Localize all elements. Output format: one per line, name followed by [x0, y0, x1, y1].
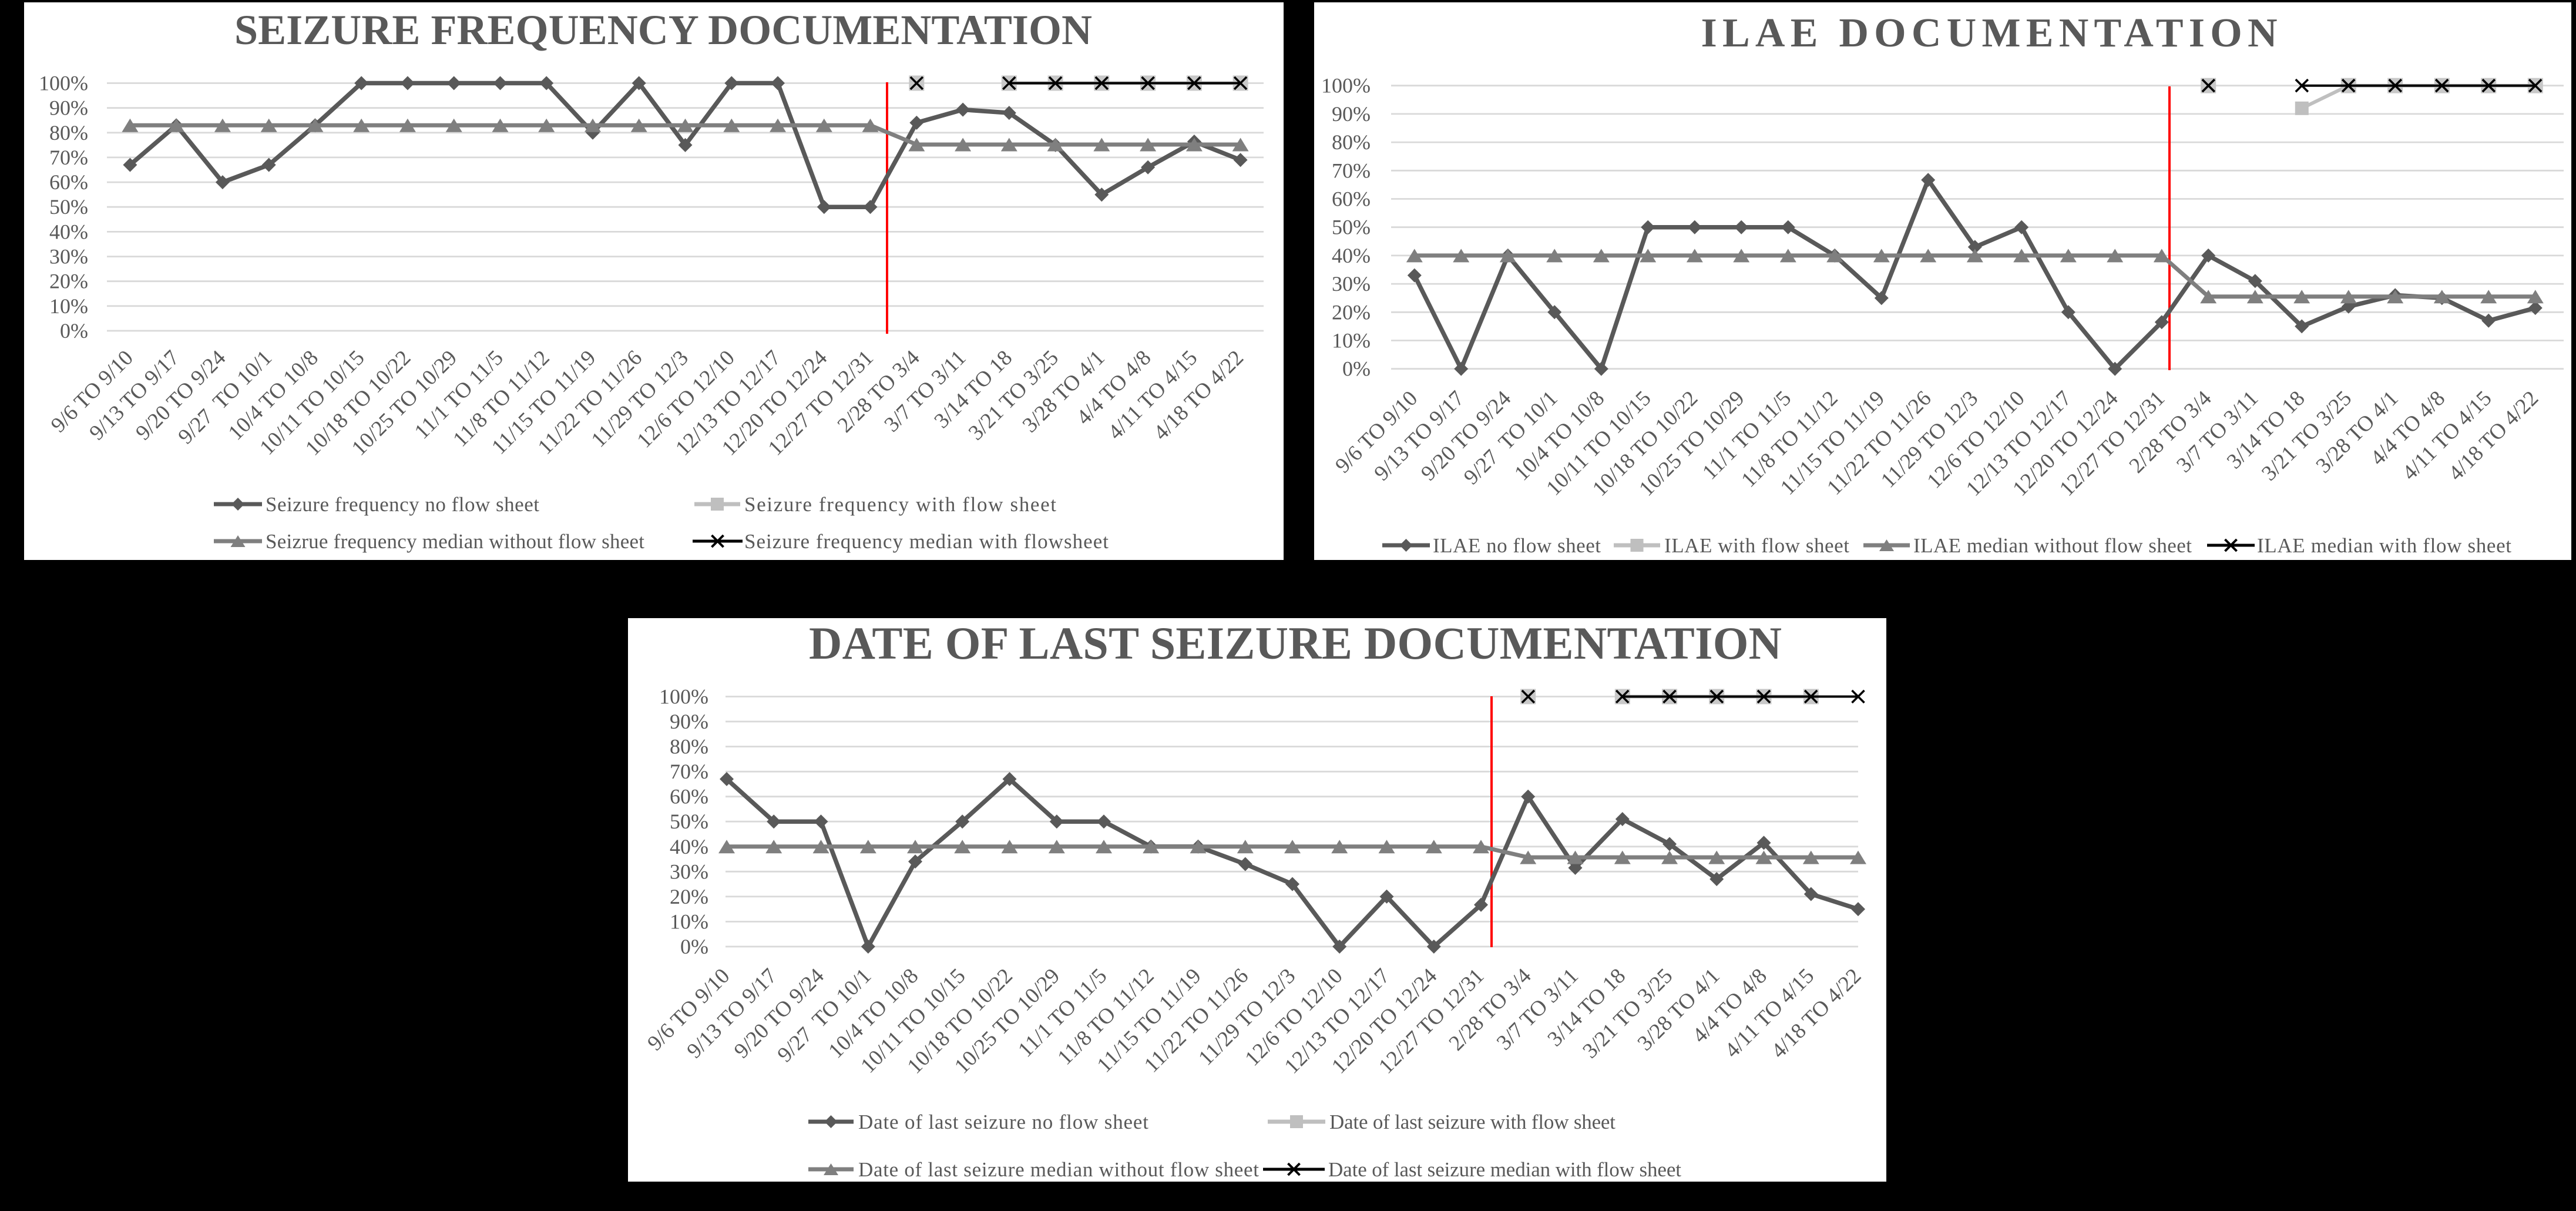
svg-text:Date of last seizure no flow s: Date of last seizure no flow sheet	[858, 1111, 1148, 1133]
svg-text:40%: 40%	[49, 220, 88, 243]
svg-text:Seizure frequency no flow shee: Seizure frequency no flow sheet	[266, 493, 539, 516]
svg-text:90%: 90%	[49, 96, 88, 120]
svg-text:ILAE no flow sheet: ILAE no flow sheet	[1433, 534, 1601, 557]
svg-text:60%: 60%	[670, 785, 708, 809]
svg-text:70%: 70%	[670, 760, 708, 783]
svg-text:80%: 80%	[1332, 130, 1371, 154]
svg-text:30%: 30%	[670, 860, 708, 883]
svg-text:10%: 10%	[49, 294, 88, 318]
svg-text:Date of last seizure median wi: Date of last seizure median without flow…	[858, 1158, 1259, 1181]
svg-text:20%: 20%	[670, 885, 708, 908]
svg-text:Seizure frequency with flow sh: Seizure frequency with flow sheet	[744, 493, 1056, 516]
svg-text:0%: 0%	[1342, 357, 1371, 381]
svg-text:100%: 100%	[1321, 74, 1371, 98]
svg-text:90%: 90%	[1332, 102, 1371, 126]
svg-text:ILAE with flow sheet: ILAE with flow sheet	[1664, 534, 1849, 557]
svg-text:60%: 60%	[1332, 187, 1371, 211]
svg-text:40%: 40%	[1332, 244, 1371, 267]
svg-text:20%: 20%	[1332, 300, 1371, 324]
svg-text:50%: 50%	[1332, 216, 1371, 239]
svg-text:ILAE median without flow sheet: ILAE median without flow sheet	[1913, 534, 2192, 557]
svg-text:70%: 70%	[49, 146, 88, 169]
svg-text:50%: 50%	[49, 195, 88, 219]
svg-text:30%: 30%	[49, 245, 88, 269]
svg-text:ILAE median with flow sheet: ILAE median with flow sheet	[2257, 534, 2511, 557]
svg-text:20%: 20%	[49, 270, 88, 293]
svg-text:DATE OF LAST SEIZURE DOCUMENTA: DATE OF LAST SEIZURE DOCUMENTATION	[809, 618, 1782, 669]
svg-text:0%: 0%	[60, 319, 88, 343]
svg-text:70%: 70%	[1332, 159, 1371, 182]
svg-text:Date of last seizure median wi: Date of last seizure median with flow sh…	[1328, 1158, 1681, 1181]
svg-text:10%: 10%	[670, 910, 708, 934]
svg-text:100%: 100%	[659, 685, 708, 709]
svg-text:60%: 60%	[49, 170, 88, 194]
svg-text:0%: 0%	[680, 935, 708, 958]
svg-text:80%: 80%	[670, 735, 708, 759]
svg-text:40%: 40%	[670, 835, 708, 858]
svg-text:Date of last seizure with flow: Date of last seizure with flow sheet	[1329, 1111, 1616, 1133]
svg-text:Seizrue frequency median witho: Seizrue frequency median without flow sh…	[266, 530, 644, 553]
svg-text:Seizure frequency median with: Seizure frequency median with flowsheet	[744, 530, 1109, 553]
svg-text:10%: 10%	[1332, 329, 1371, 353]
svg-text:100%: 100%	[39, 72, 88, 95]
svg-text:90%: 90%	[670, 710, 708, 733]
svg-text:50%: 50%	[670, 810, 708, 833]
svg-text:80%: 80%	[49, 121, 88, 145]
svg-text:30%: 30%	[1332, 272, 1371, 296]
svg-text:SEIZURE FREQUENCY DOCUMENTATIO: SEIZURE FREQUENCY DOCUMENTATION	[234, 6, 1092, 53]
svg-text:ILAE DOCUMENTATION: ILAE DOCUMENTATION	[1701, 11, 2278, 56]
